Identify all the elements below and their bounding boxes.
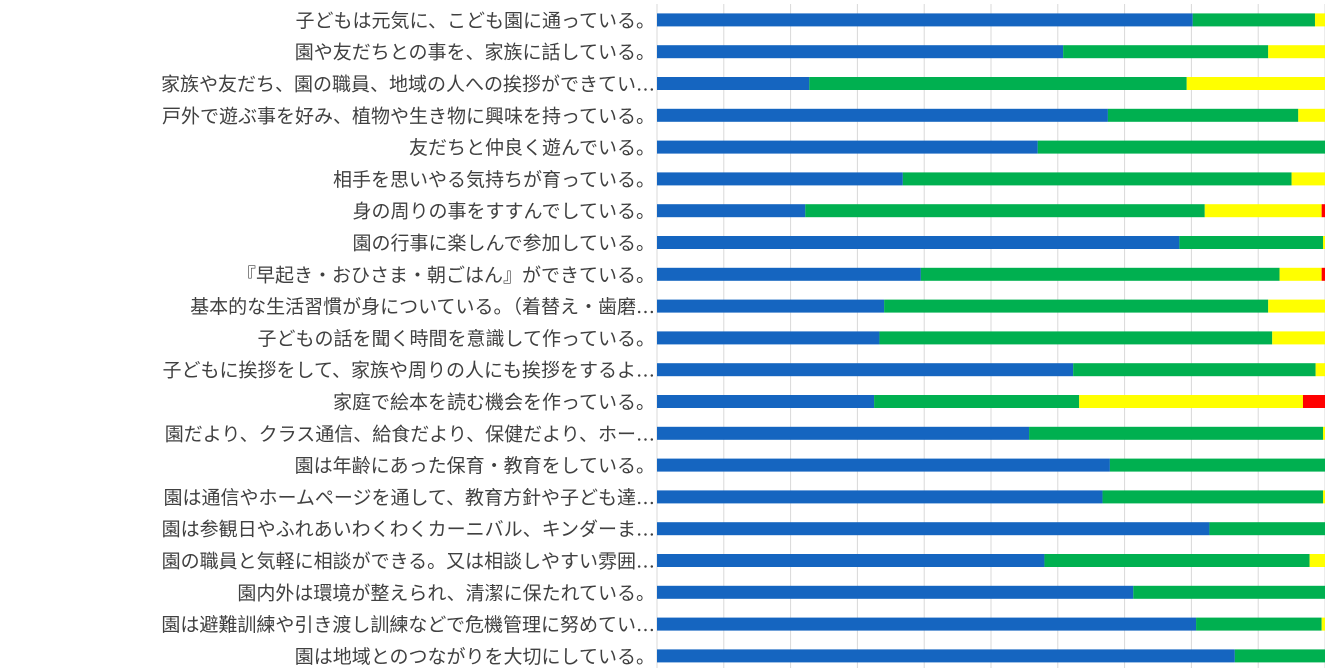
bar-segment-series-1 [657, 458, 1110, 472]
bar-segment-series-1 [657, 395, 875, 408]
bar-segment-series-2 [1109, 458, 1325, 472]
category-label: 『早起き・おひさま・朝ごはん』ができている。 [237, 264, 655, 286]
bar-segment-series-3 [1079, 395, 1303, 408]
bar-segment-series-1 [657, 649, 1235, 663]
bar-segment-series-1 [657, 363, 1074, 377]
category-label: 園の行事に楽しんで参加している。 [353, 233, 655, 255]
category-label: 園や友だちとの事を、家族に話している。 [295, 42, 655, 64]
bar-segment-series-2 [884, 299, 1269, 313]
bar-segment-series-3 [1268, 45, 1325, 59]
bar-segment-series-1 [657, 299, 885, 313]
bar-segment-series-1 [657, 554, 1045, 567]
bar-segment-series-3 [1321, 617, 1325, 631]
bar-segment-series-2 [1073, 363, 1316, 377]
category-label: 園の職員と気軽に相談ができる。又は相談しやすい雰囲… [162, 551, 655, 573]
bar-segment-series-3 [1291, 172, 1325, 186]
bar-segment-series-3 [1186, 77, 1325, 90]
bar-segment-series-1 [657, 13, 1193, 27]
bar-segment-series-1 [657, 522, 1210, 536]
category-label: 園は避難訓練や引き渡し訓練などで危機管理に努めてい… [161, 614, 655, 636]
bar-segment-series-1 [657, 204, 806, 218]
bar-segment-series-1 [657, 585, 1134, 599]
category-labels: 子どもは元気に、こども園に通っている。園や友だちとの事を、家族に話している。家族… [161, 10, 655, 668]
bar-segment-series-3 [1322, 426, 1325, 440]
bar-segment-series-3 [1298, 108, 1325, 122]
bar-segment-series-2 [1102, 490, 1323, 504]
bar-segment-series-4 [1321, 204, 1325, 218]
bar-segment-series-2 [1209, 522, 1325, 536]
bar-segment-series-2 [1063, 45, 1269, 59]
category-label: 相手を思いやる気持ちが育っている。 [333, 169, 655, 191]
category-label: 戸外で遊ぶ事を好み、植物や生き物に興味を持っている。 [162, 105, 655, 127]
bar-segment-series-1 [657, 426, 1030, 440]
bar-segment-series-4 [1302, 395, 1325, 408]
bar-segment-series-2 [1234, 649, 1325, 663]
bar-segment-series-2 [920, 267, 1280, 281]
category-label: 子どもは元気に、こども園に通っている。 [296, 10, 655, 32]
bar-segment-series-2 [1037, 140, 1325, 154]
bar-segment-series-1 [657, 331, 880, 345]
category-label: 園は通信やホームページを通して、教育方針や子ども達… [163, 487, 655, 509]
bar-segment-series-3 [1322, 490, 1325, 504]
bar-segment-series-3 [1314, 13, 1325, 27]
category-label: 身の周りの事をすすんでしている。 [353, 201, 655, 223]
bar-segment-series-3 [1272, 331, 1325, 345]
bar-segment-series-3 [1315, 363, 1325, 377]
bar-segment-series-1 [657, 140, 1038, 154]
bar-segment-series-1 [657, 77, 810, 90]
bar-segment-series-4 [1321, 267, 1325, 281]
bar-segment-series-2 [902, 172, 1292, 186]
bar-segment-series-3 [1322, 236, 1325, 249]
bar-segment-series-1 [657, 236, 1180, 249]
bar-segment-series-2 [1192, 13, 1315, 27]
bar-segment-series-2 [809, 77, 1187, 90]
bar-segment-series-2 [879, 331, 1273, 345]
bar-segment-series-2 [1029, 426, 1323, 440]
bar-segment-series-1 [657, 45, 1064, 59]
bar-segment-series-3 [1309, 554, 1325, 567]
category-label: 子どもに挨拶をして、家族や周りの人にも挨拶をするよ… [163, 360, 655, 382]
bar-segment-series-2 [805, 204, 1205, 218]
bar-segment-series-2 [1179, 236, 1323, 249]
category-label: 園は参観日やふれあいわくわくカーニバル、キンダーま… [162, 519, 655, 541]
bar-segment-series-1 [657, 172, 903, 186]
category-label: 園だより、クラス通信、給食だより、保健だより、ホー… [165, 423, 655, 445]
category-label: 園は年齢にあった保育・教育をしている。 [295, 455, 655, 477]
bar-segment-series-1 [657, 267, 921, 281]
category-label: 園内外は環境が整えられ、清潔に保たれている。 [237, 582, 655, 604]
bar-segment-series-3 [1279, 267, 1322, 281]
category-label: 家庭で絵本を読む機会を作っている。 [333, 392, 655, 414]
category-label: 基本的な生活習慣が身についている。（着替え・歯磨… [190, 296, 655, 318]
bar-segment-series-2 [1044, 554, 1310, 567]
bar-segment-series-1 [657, 490, 1103, 504]
category-label: 子どもの話を聞く時間を意識して作っている。 [258, 328, 655, 350]
bar-segment-series-3 [1268, 299, 1325, 313]
bar-segment-series-2 [874, 395, 1080, 408]
bar-segment-series-1 [657, 108, 1108, 122]
bar-segment-series-1 [657, 617, 1197, 631]
bar-segment-series-3 [1204, 204, 1322, 218]
category-label: 家族や友だち、園の職員、地域の人への挨拶ができてい… [161, 74, 655, 96]
category-label: 園は地域とのつながりを大切にしている。 [295, 646, 655, 668]
bar-segment-series-2 [1107, 108, 1299, 122]
category-label: 友だちと仲良く遊んでいる。 [409, 137, 655, 159]
bar-segment-series-2 [1133, 585, 1325, 599]
bar-segment-series-2 [1196, 617, 1322, 631]
bars [657, 13, 1325, 663]
